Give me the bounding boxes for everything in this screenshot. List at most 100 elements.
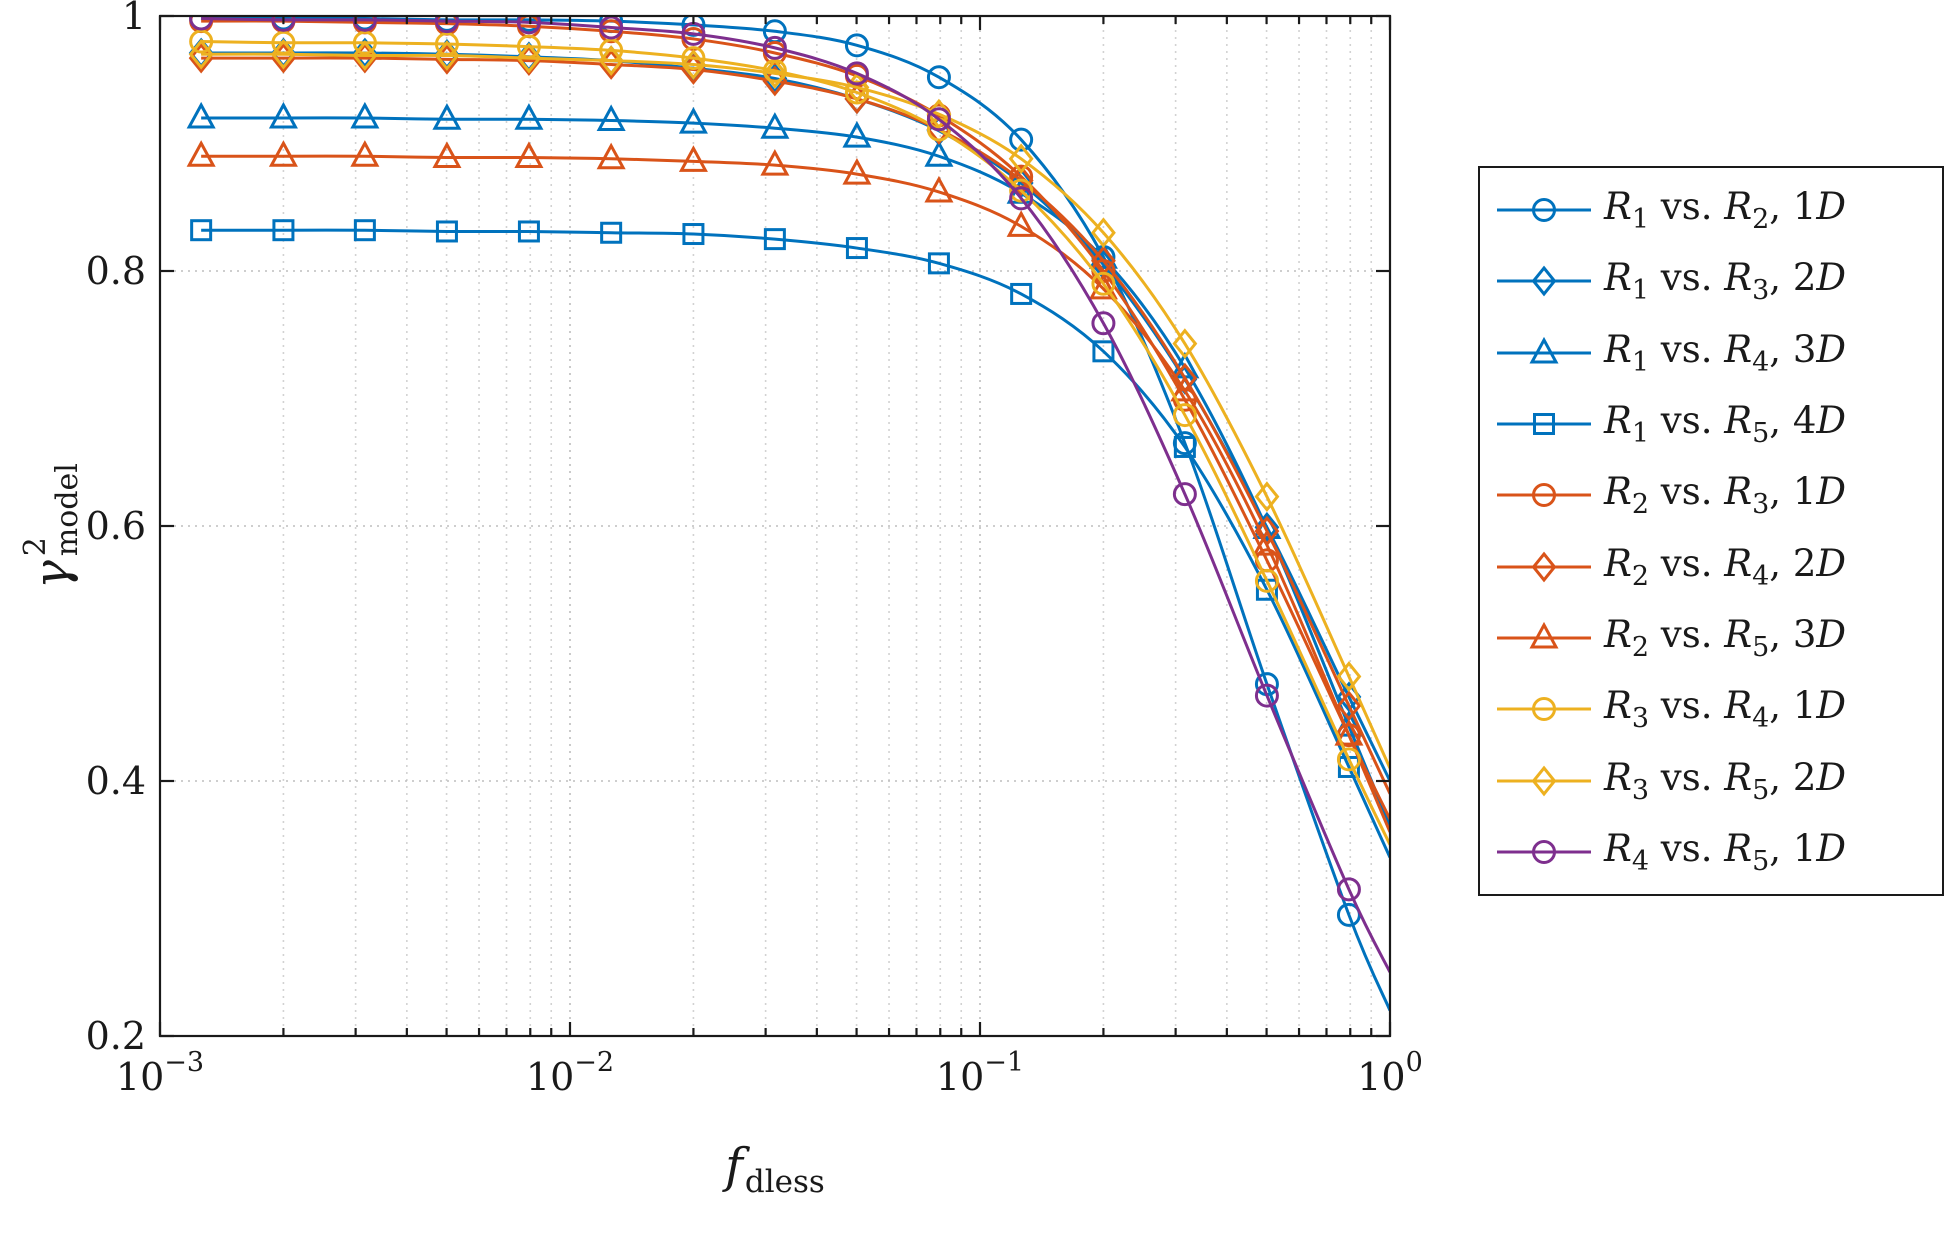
x-axis-symbol: f [725,1138,743,1194]
series-line-3 [201,228,1390,859]
triangle-marker-icon [842,120,872,148]
legend-label-7: R3 vs. R4, 1D [1604,684,1847,735]
triangle-marker-icon [186,140,216,167]
circle-marker-icon [681,46,706,71]
square-marker-icon [1173,435,1196,458]
square-marker-icon [1010,282,1033,305]
square-marker-icon [763,228,786,251]
circle-marker-icon [189,29,214,54]
triangle-marker-icon [678,106,708,134]
diamond-marker-icon [516,42,542,74]
series-markers-3 [190,219,1360,778]
circle-marker-icon [844,80,869,105]
circle-marker-icon [434,16,459,34]
legend-key-8 [1497,765,1591,797]
triangle-marker-icon [1252,528,1282,556]
tick-labels: 10−3 10−2 10−1 100 0.2 0.4 0.6 0.8 1 [86,0,1423,1099]
series-line-9 [201,17,1390,973]
legend-key-2 [1497,336,1591,364]
triangle-marker-icon [1088,272,1118,300]
major-gridlines [160,16,1390,1036]
triangle-marker-icon [514,103,544,130]
legend-key-4 [1497,483,1591,508]
diamond-marker-icon [1336,690,1362,722]
series-group [186,16,1390,1012]
legend-label-9: R4 vs. R5, 1D [1604,826,1847,877]
circle-marker-icon [762,35,787,60]
triangle-marker-icon [678,145,708,172]
y-tick-label: 0.8 [86,249,146,293]
circle-marker-icon [1091,311,1116,336]
square-marker-icon [1092,340,1115,363]
diamond-marker-icon [598,45,624,77]
triangle-marker-icon [350,140,380,167]
x-tick-label: 100 [1357,1047,1423,1099]
diamond-marker-icon [1172,328,1198,360]
circle-marker-icon [926,107,951,132]
circle-marker-icon [1009,127,1034,152]
triangle-marker-icon [924,140,954,167]
x-tick-label: 10−2 [526,1047,614,1099]
diamond-marker-icon [762,57,788,89]
series-markers-7 [189,29,1361,772]
legend-key-9 [1497,839,1591,864]
legend-label-5: R2 vs. R4, 2D [1604,541,1847,592]
circle-marker-icon [1172,482,1197,507]
square-marker-icon [353,219,376,242]
legend-item-3: R1 vs. R5, 4D [1494,398,1936,450]
circle-marker-icon [1532,839,1556,864]
circle-marker-icon [189,16,214,31]
circle-marker-icon [352,16,377,32]
square-marker-icon [435,220,458,243]
triangle-marker-icon [596,142,626,170]
circle-marker-icon [271,16,296,32]
tick-marks [158,14,1392,1038]
triangle-marker-icon [842,157,872,185]
diamond-marker-icon [434,40,460,71]
circle-marker-icon [1009,178,1034,203]
triangle-marker-icon [596,104,626,132]
y-axis-subscript: model [50,463,85,557]
circle-marker-icon [1336,877,1361,902]
legend-label-1: R1 vs. R3, 2D [1604,256,1847,307]
legend-label-8: R3 vs. R5, 2D [1604,755,1847,806]
series-line-2 [201,116,1390,827]
circle-marker-icon [844,33,869,58]
diamond-marker-icon [680,49,706,80]
legend-item-6: R2 vs. R5, 3D [1494,612,1936,664]
legend-item-1: R1 vs. R3, 2D [1494,255,1936,307]
square-marker-icon [272,219,295,242]
legend-item-7: R3 vs. R4, 1D [1494,683,1936,735]
y-tick-label: 1 [122,0,146,38]
diamond-marker-icon [1090,217,1116,249]
circle-marker-icon [1532,483,1556,508]
triangle-marker-icon [760,112,790,139]
square-marker-icon [845,237,868,260]
x-tick-label: 10−3 [116,1047,204,1099]
circle-marker-icon [1254,568,1279,593]
diamond-marker-icon [352,40,378,71]
diamond-marker-icon [188,38,214,70]
square-marker-icon [600,221,623,244]
diamond-marker-icon [1008,143,1034,175]
legend-item-0: R1 vs. R2, 1D [1494,184,1936,236]
circle-marker-icon [516,16,541,35]
diamond-marker-icon [1254,511,1280,543]
triangle-marker-icon [760,149,790,176]
triangle-marker-icon [1170,374,1200,402]
series-markers-6 [186,140,1364,746]
square-marker-icon [1533,412,1555,435]
legend-item-9: R4 vs. R5, 1D [1494,826,1936,878]
triangle-marker-icon [514,141,544,169]
x-axis-label: fdless [725,1138,825,1200]
circle-marker-icon [1532,198,1556,222]
triangle-marker-icon [268,140,298,167]
triangle-marker-icon [1529,621,1559,649]
triangle-marker-icon [1529,336,1559,364]
legend: R1 vs. R2, 1D R1 vs. R3, 2D R1 vs. R4, 3D R… [1478,166,1944,896]
series-line-7 [201,40,1390,846]
circle-marker-icon [1532,697,1556,722]
legend-key-5 [1497,551,1591,583]
triangle-marker-icon [1334,718,1364,746]
